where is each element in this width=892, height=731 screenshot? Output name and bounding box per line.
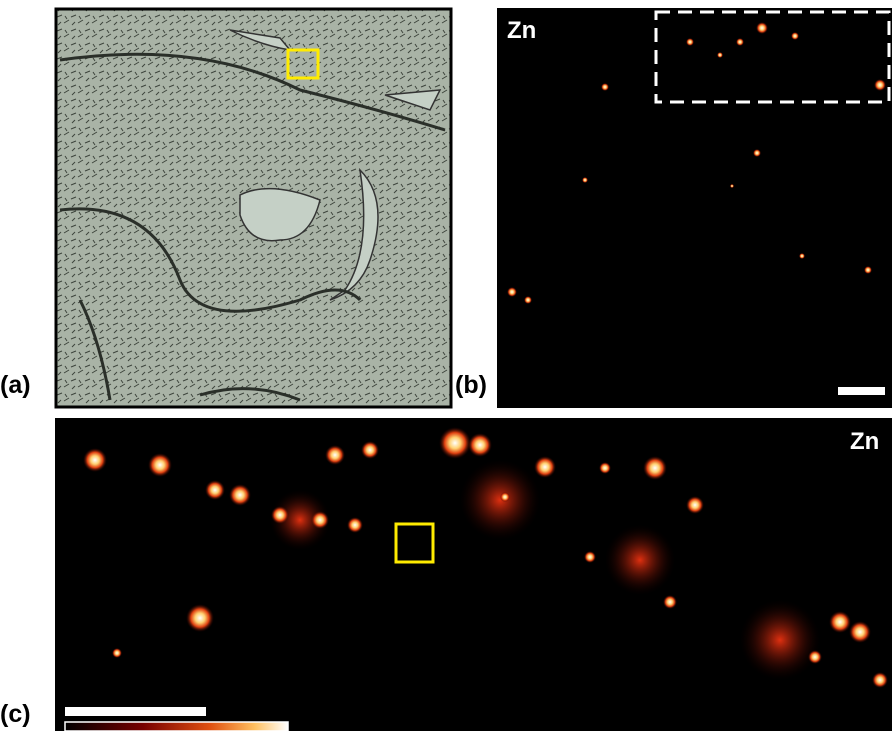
panel-a: (a) [0,9,451,407]
element-label: Zn [507,17,536,44]
element-label: Zn [850,428,879,455]
panel-b: Zn (b) [455,8,892,408]
panel-label: (a) [0,371,31,399]
panel-label: (c) [0,700,31,728]
figure: (a) Zn (b) Zn (c) [0,0,892,731]
panel-c: Zn (c) [0,418,892,731]
panel-label: (b) [455,371,487,399]
